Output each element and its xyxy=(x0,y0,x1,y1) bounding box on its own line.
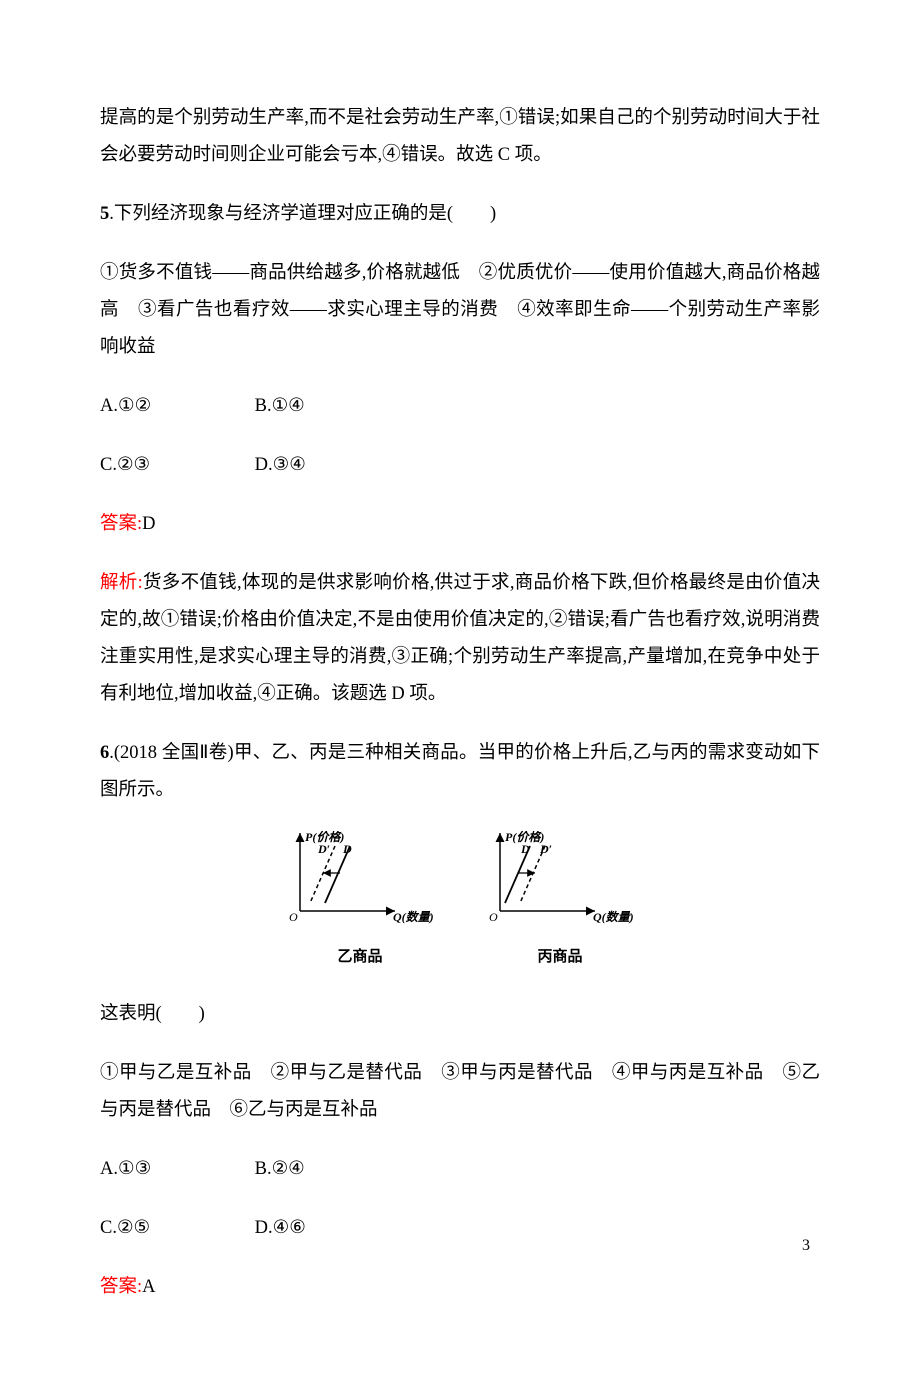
q6-option-d: D.④⑥ xyxy=(255,1210,306,1247)
chart-right-origin: O xyxy=(489,910,498,924)
chart-right-xlabel: Q(数量) xyxy=(593,910,634,924)
q6-options-row2: C.②⑤ D.④⑥ xyxy=(100,1210,820,1247)
chart-right-caption: 丙商品 xyxy=(485,942,635,972)
prev-explain-tail: 提高的是个别劳动生产率,而不是社会劳动生产率,①错误;如果自己的个别劳动时间大于… xyxy=(100,100,820,174)
chart-right-svg: P(价格) D D′ O Q(数量) xyxy=(485,831,635,926)
chart-left-d: D xyxy=(342,842,352,856)
q5-stem: 5.下列经济现象与经济学道理对应正确的是( ) xyxy=(100,196,820,233)
chart-left-origin: O xyxy=(289,910,298,924)
q5-option-d: D.③④ xyxy=(255,447,306,484)
q6-option-c: C.②⑤ xyxy=(100,1210,250,1247)
q5-options-row1: A.①② B.①④ xyxy=(100,388,820,425)
q5-explain: 解析:货多不值钱,体现的是供求影响价格,供过于求,商品价格下跌,但价格最终是由价… xyxy=(100,565,820,713)
q5-answer: 答案:D xyxy=(100,506,820,543)
q6-answer: 答案:A xyxy=(100,1269,820,1306)
chart-left-dprime: D′ xyxy=(317,842,330,856)
chart-right-dprime: D′ xyxy=(539,842,552,856)
q6-statements: ①甲与乙是互补品 ②甲与乙是替代品 ③甲与丙是替代品 ④甲与丙是互补品 ⑤乙与丙… xyxy=(100,1055,820,1129)
q6-charts: P(价格) D′ D O Q(数量) 乙商品 P(价格) D D′ xyxy=(100,831,820,972)
chart-left-svg: P(价格) D′ D O Q(数量) xyxy=(285,831,435,926)
q6-stem: 6.(2018 全国Ⅱ卷)甲、乙、丙是三种相关商品。当甲的价格上升后,乙与丙的需… xyxy=(100,735,820,809)
q5-stem-text: .下列经济现象与经济学道理对应正确的是( ) xyxy=(109,204,496,224)
q5-explain-text: 货多不值钱,体现的是供求影响价格,供过于求,商品价格下跌,但价格最终是由价值决定… xyxy=(100,573,820,704)
q5-options-row2: C.②③ D.③④ xyxy=(100,447,820,484)
q6-num: 6 xyxy=(100,743,109,763)
q6-option-b: B.②④ xyxy=(255,1151,305,1188)
q5-option-b: B.①④ xyxy=(255,388,305,425)
q6-post-chart: 这表明( ) xyxy=(100,996,820,1033)
q6-options-row1: A.①③ B.②④ xyxy=(100,1151,820,1188)
q6-option-a: A.①③ xyxy=(100,1151,250,1188)
q6-stem-text: .(2018 全国Ⅱ卷)甲、乙、丙是三种相关商品。当甲的价格上升后,乙与丙的需求… xyxy=(100,743,820,800)
q5-option-a: A.①② xyxy=(100,388,250,425)
q5-answer-label: 答案: xyxy=(100,514,142,534)
q5-statements: ①货多不值钱——商品供给越多,价格就越低 ②优质优价——使用价值越大,商品价格越… xyxy=(100,255,820,366)
q5-answer-value: D xyxy=(142,514,155,534)
chart-left-xlabel: Q(数量) xyxy=(393,910,434,924)
q6-answer-value: A xyxy=(142,1277,155,1297)
q6-answer-label: 答案: xyxy=(100,1277,142,1297)
q5-explain-label: 解析: xyxy=(100,573,143,593)
chart-right-d: D xyxy=(520,842,530,856)
chart-right: P(价格) D D′ O Q(数量) 丙商品 xyxy=(485,831,635,972)
page-number: 3 xyxy=(802,1230,810,1262)
chart-left: P(价格) D′ D O Q(数量) 乙商品 xyxy=(285,831,435,972)
q5-option-c: C.②③ xyxy=(100,447,250,484)
q5-num: 5 xyxy=(100,204,109,224)
chart-left-caption: 乙商品 xyxy=(285,942,435,972)
